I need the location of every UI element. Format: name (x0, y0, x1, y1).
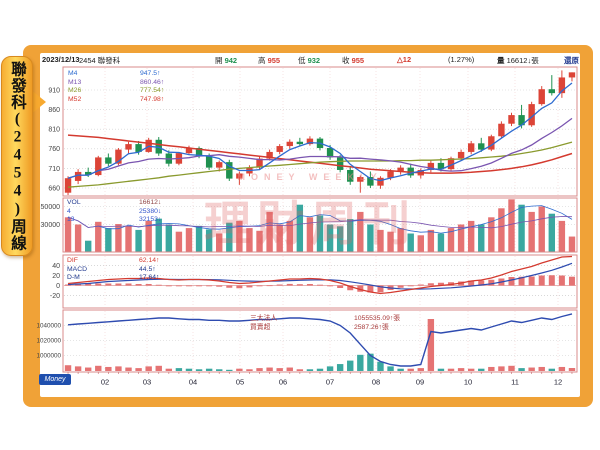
svg-text:40: 40 (52, 263, 60, 270)
quote-header: 2023/12/13 2454 聯發科 開 942 高 955 低 932 收 … (0, 55, 600, 67)
quote-change-pct: (1.27%) (448, 55, 475, 64)
inst-value: 1055535.09↑張 (354, 315, 401, 322)
quote-change: △12 (397, 55, 412, 64)
vol-value: 16612↓ (139, 199, 162, 206)
svg-text:710: 710 (48, 166, 60, 173)
vol-name: 13 (67, 216, 75, 224)
quote-close: 收 955 (342, 56, 365, 65)
quote-open: 開 942 (215, 56, 238, 65)
inst-value: 2587.26↑張 (354, 323, 389, 331)
svg-text:760: 760 (48, 146, 60, 153)
banner-arrow-icon (30, 89, 46, 115)
vol-value: 25380↓ (139, 207, 162, 215)
quote-symbol: 2454 聯發科 (79, 56, 121, 65)
ma-name: M4 (68, 70, 78, 77)
vol-name: 4 (67, 207, 71, 215)
svg-text:-20: -20 (50, 293, 60, 300)
macd-legend: DIF 62.14↑ MACD 44.5↑ D-M 17.64↑ (67, 257, 159, 283)
ma-value: 860.46↑ (140, 78, 165, 86)
quote-date: 2023/12/13 (42, 55, 80, 64)
quote-low: 低 932 (298, 56, 321, 65)
svg-text:910: 910 (48, 87, 60, 94)
svg-text:50000: 50000 (41, 204, 61, 211)
svg-text:30000: 30000 (41, 222, 61, 229)
quote-volume: 量 16612↓張 (497, 56, 539, 65)
svg-text:860: 860 (48, 107, 60, 114)
svg-text:12: 12 (554, 378, 562, 387)
stock-title-text: 聯發科(2454)周線 (9, 60, 26, 252)
svg-text:04: 04 (189, 378, 197, 387)
svg-text:11: 11 (511, 378, 519, 387)
svg-text:1000000: 1000000 (36, 353, 61, 360)
macd-name: D-M (67, 274, 80, 282)
ma-name: M13 (68, 78, 82, 86)
vol-value: 32153↓ (139, 216, 162, 224)
macd-name: MACD (67, 265, 88, 273)
macd-value: 17.64↑ (139, 274, 160, 282)
svg-text:07: 07 (326, 378, 334, 387)
ma-value: 777.54↑ (140, 87, 165, 95)
svg-text:08: 08 (372, 378, 380, 387)
svg-text:810: 810 (48, 127, 60, 134)
svg-text:02: 02 (101, 378, 109, 387)
watermark-chinese: 理財周刊 (204, 199, 416, 251)
ma-name: M52 (68, 95, 82, 103)
svg-text:1040000: 1040000 (36, 323, 61, 330)
svg-text:09: 09 (416, 378, 424, 387)
institutional-legend: 三大法人 1055535.09↑張 買賣超 2587.26↑張 (250, 315, 400, 332)
ma-name: M26 (68, 87, 82, 95)
ma-value: 947.5↑ (140, 70, 161, 77)
ma-value: 747.98↑ (140, 95, 165, 103)
vol-name: VOL (67, 199, 81, 206)
quote-high: 高 955 (258, 56, 281, 65)
svg-text:1020000: 1020000 (36, 338, 61, 345)
svg-text:10: 10 (464, 378, 472, 387)
macd-value: 62.14↑ (139, 257, 160, 264)
watermark-english: MONEY WEEKLY (237, 172, 383, 182)
restore-mode-button[interactable]: 還原 (564, 56, 579, 65)
inst-name: 三大法人 (250, 315, 278, 322)
macd-value: 44.5↑ (139, 265, 156, 273)
svg-text:660: 660 (48, 185, 60, 192)
volume-legend: VOL 16612↓ 4 25380↓ 13 32153↓ (67, 199, 161, 225)
svg-text:0: 0 (56, 283, 60, 290)
stock-title-banner: 聯發科(2454)周線 (1, 56, 33, 256)
money-logo-badge[interactable]: Money (39, 374, 71, 385)
svg-text:20: 20 (52, 273, 60, 280)
ma-legend: M4 947.5↑ M13 860.46↑ M26 777.54↑ M52 747.98… (68, 70, 164, 104)
svg-text:05: 05 (236, 378, 244, 387)
svg-text:03: 03 (143, 378, 151, 387)
macd-name: DIF (67, 257, 78, 264)
svg-text:06: 06 (279, 378, 287, 387)
inst-name: 買賣超 (250, 323, 271, 331)
